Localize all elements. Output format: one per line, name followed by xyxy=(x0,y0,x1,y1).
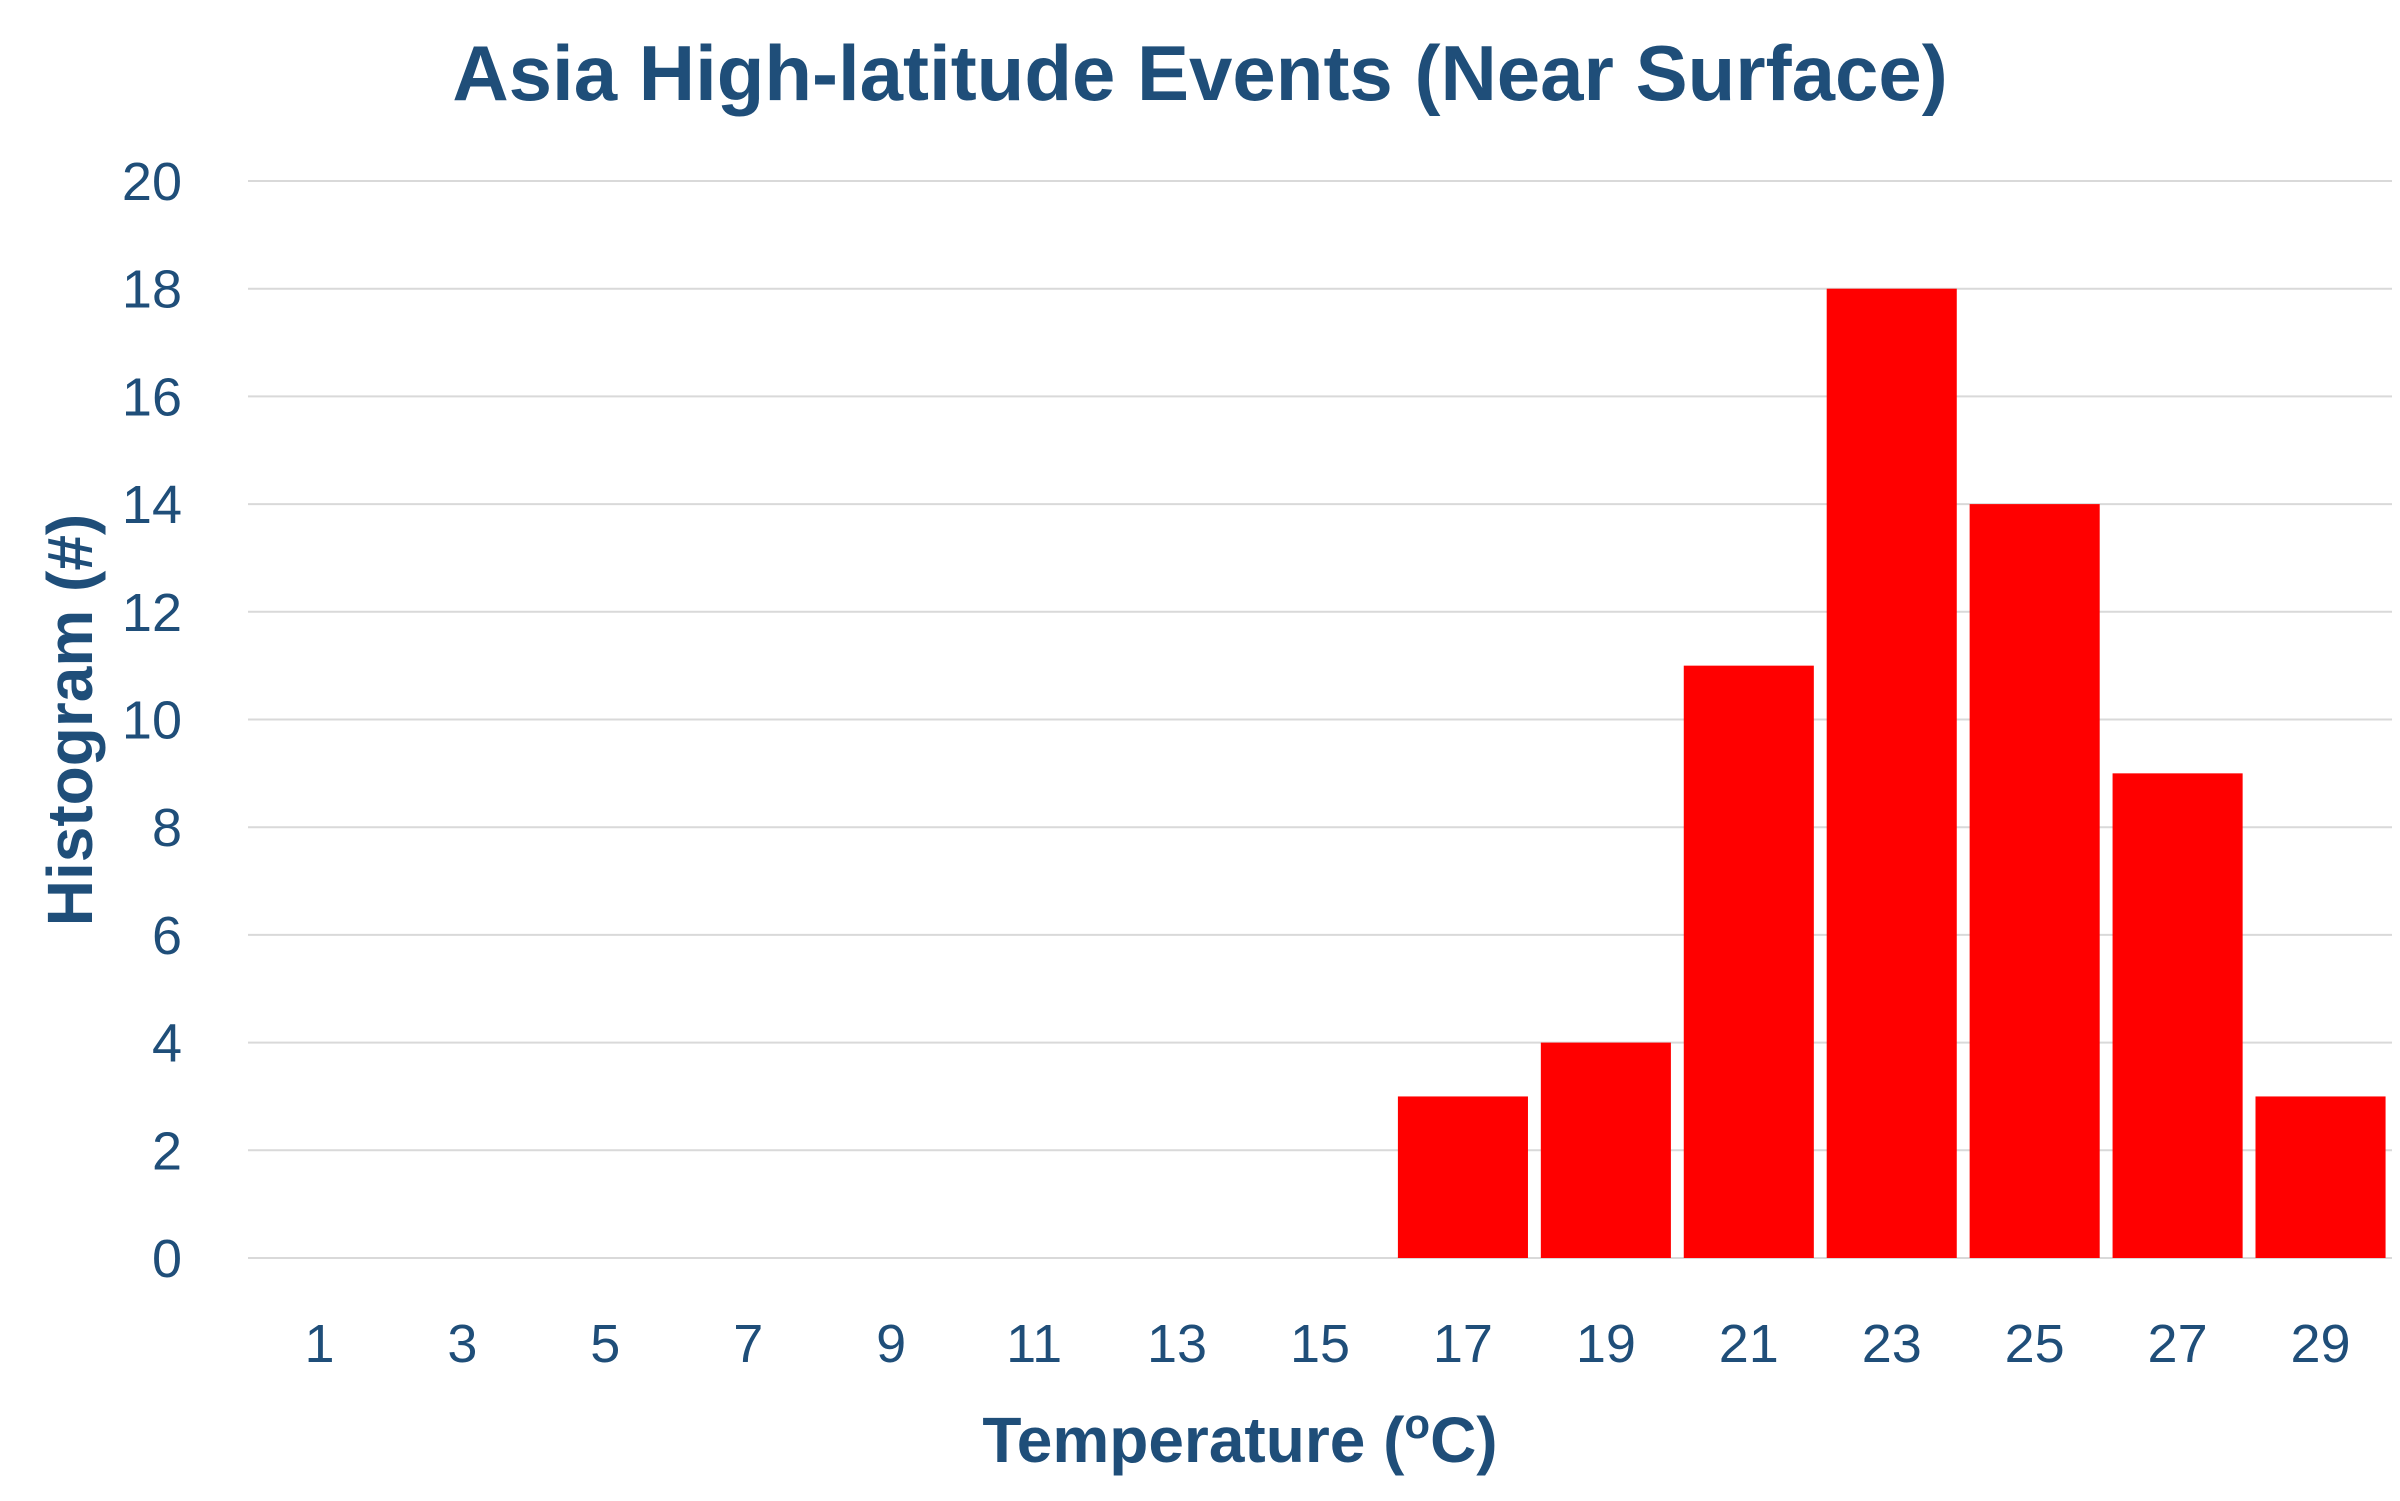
y-tick-label: 18 xyxy=(122,260,182,320)
x-tick-label: 23 xyxy=(1862,1314,1922,1374)
x-tick-label: 5 xyxy=(590,1314,620,1374)
x-tick-label: 27 xyxy=(2148,1314,2208,1374)
bars xyxy=(1397,288,2386,1259)
bar-29 xyxy=(2255,1096,2386,1258)
y-tick-label: 12 xyxy=(122,583,182,643)
bar-21 xyxy=(1683,665,1814,1258)
y-axis-title: Histogram (#) xyxy=(34,514,106,927)
x-tick-label: 13 xyxy=(1147,1314,1207,1374)
y-tick-label: 16 xyxy=(122,367,182,427)
bar-25 xyxy=(1969,504,2100,1259)
y-tick-label: 20 xyxy=(122,152,182,212)
y-tick-label: 4 xyxy=(152,1014,182,1074)
x-axis-title-superscript: o xyxy=(1404,1400,1430,1447)
x-axis-ticks: 1 3 5 7 9 11 13 15 17 19 21 23 25 27 29 xyxy=(304,1314,2350,1374)
gridlines xyxy=(248,180,2392,1259)
bar-19 xyxy=(1540,1042,1671,1258)
bar-17 xyxy=(1397,1096,1528,1258)
bar-27 xyxy=(2112,773,2243,1258)
y-tick-label: 2 xyxy=(152,1121,182,1181)
x-tick-label: 29 xyxy=(2290,1314,2350,1374)
y-tick-label: 14 xyxy=(122,475,182,535)
x-axis-title-main: Temperature ( xyxy=(982,1404,1405,1476)
x-tick-label: 1 xyxy=(304,1314,334,1374)
y-tick-label: 10 xyxy=(122,691,182,751)
x-tick-label: 9 xyxy=(876,1314,906,1374)
x-tick-label: 17 xyxy=(1433,1314,1493,1374)
y-tick-label: 6 xyxy=(152,906,182,966)
chart-title: Asia High-latitude Events (Near Surface) xyxy=(452,29,1947,117)
x-tick-label: 25 xyxy=(2005,1314,2065,1374)
x-tick-label: 15 xyxy=(1290,1314,1350,1374)
bar-23 xyxy=(1826,288,1957,1258)
y-tick-label: 8 xyxy=(152,798,182,858)
x-tick-label: 7 xyxy=(733,1314,763,1374)
x-axis-title-suffix: C) xyxy=(1430,1404,1498,1476)
x-axis-title: Temperature (oC) xyxy=(982,1400,1497,1476)
y-tick-label: 0 xyxy=(152,1229,182,1289)
x-tick-label: 11 xyxy=(1006,1314,1062,1374)
x-tick-label: 21 xyxy=(1719,1314,1779,1374)
y-axis-ticks: 0 2 4 6 8 10 12 14 16 18 20 xyxy=(122,152,182,1289)
x-tick-label: 19 xyxy=(1576,1314,1636,1374)
x-tick-label: 3 xyxy=(447,1314,477,1374)
